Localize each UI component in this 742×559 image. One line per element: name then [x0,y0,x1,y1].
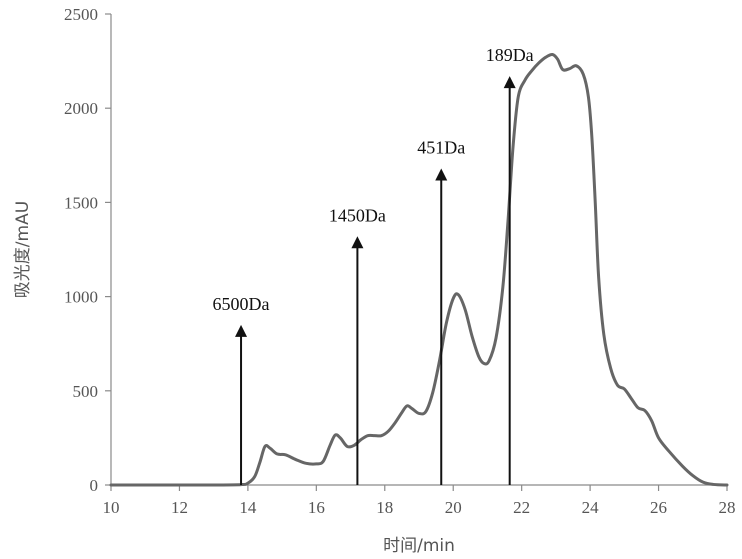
series-line [109,52,729,487]
marker-arrow-head [235,324,248,337]
x-tick-label: 26 [650,498,667,517]
marker-label: 6500Da [213,294,270,314]
marker-arrow-head [435,168,448,181]
marker-arrow-head [351,236,364,249]
x-tick-label: 24 [582,498,600,517]
x-tick-label: 20 [445,498,462,517]
tick-labels: 0 500 1000 1500 2000 2500 10 12 14 16 18 20 22 24 26 28 [64,5,736,517]
x-tick-label: 14 [239,498,257,517]
marker-label: 189Da [486,45,534,65]
x-tick-label: 10 [103,498,120,517]
x-axis-title: 时间/min [383,536,455,556]
series-layer [109,52,729,487]
marker-1450da: 1450Da [329,205,386,485]
x-tick-label: 16 [308,498,325,517]
marker-arrow-head [503,76,516,89]
marker-label: 1450Da [329,205,386,225]
y-axis-title: 吸光度/mAU [13,201,33,298]
y-tick-label: 1000 [64,288,98,307]
x-tick-label: 18 [376,498,393,517]
x-tick-label: 12 [171,498,188,517]
x-tick-label: 22 [513,498,530,517]
marker-6500da: 6500Da [213,294,270,485]
y-tick-label: 2500 [64,5,98,24]
y-tick-label: 500 [73,382,99,401]
marker-451da: 451Da [417,137,465,485]
marker-189da: 189Da [486,45,534,485]
x-tick-label: 28 [719,498,736,517]
y-tick-label: 0 [90,476,99,495]
marker-label: 451Da [417,137,465,157]
marker-layer: 6500Da 1450Da 451Da 189Da [213,45,534,485]
y-tick-label: 1500 [64,193,98,212]
y-tick-label: 2000 [64,99,98,118]
